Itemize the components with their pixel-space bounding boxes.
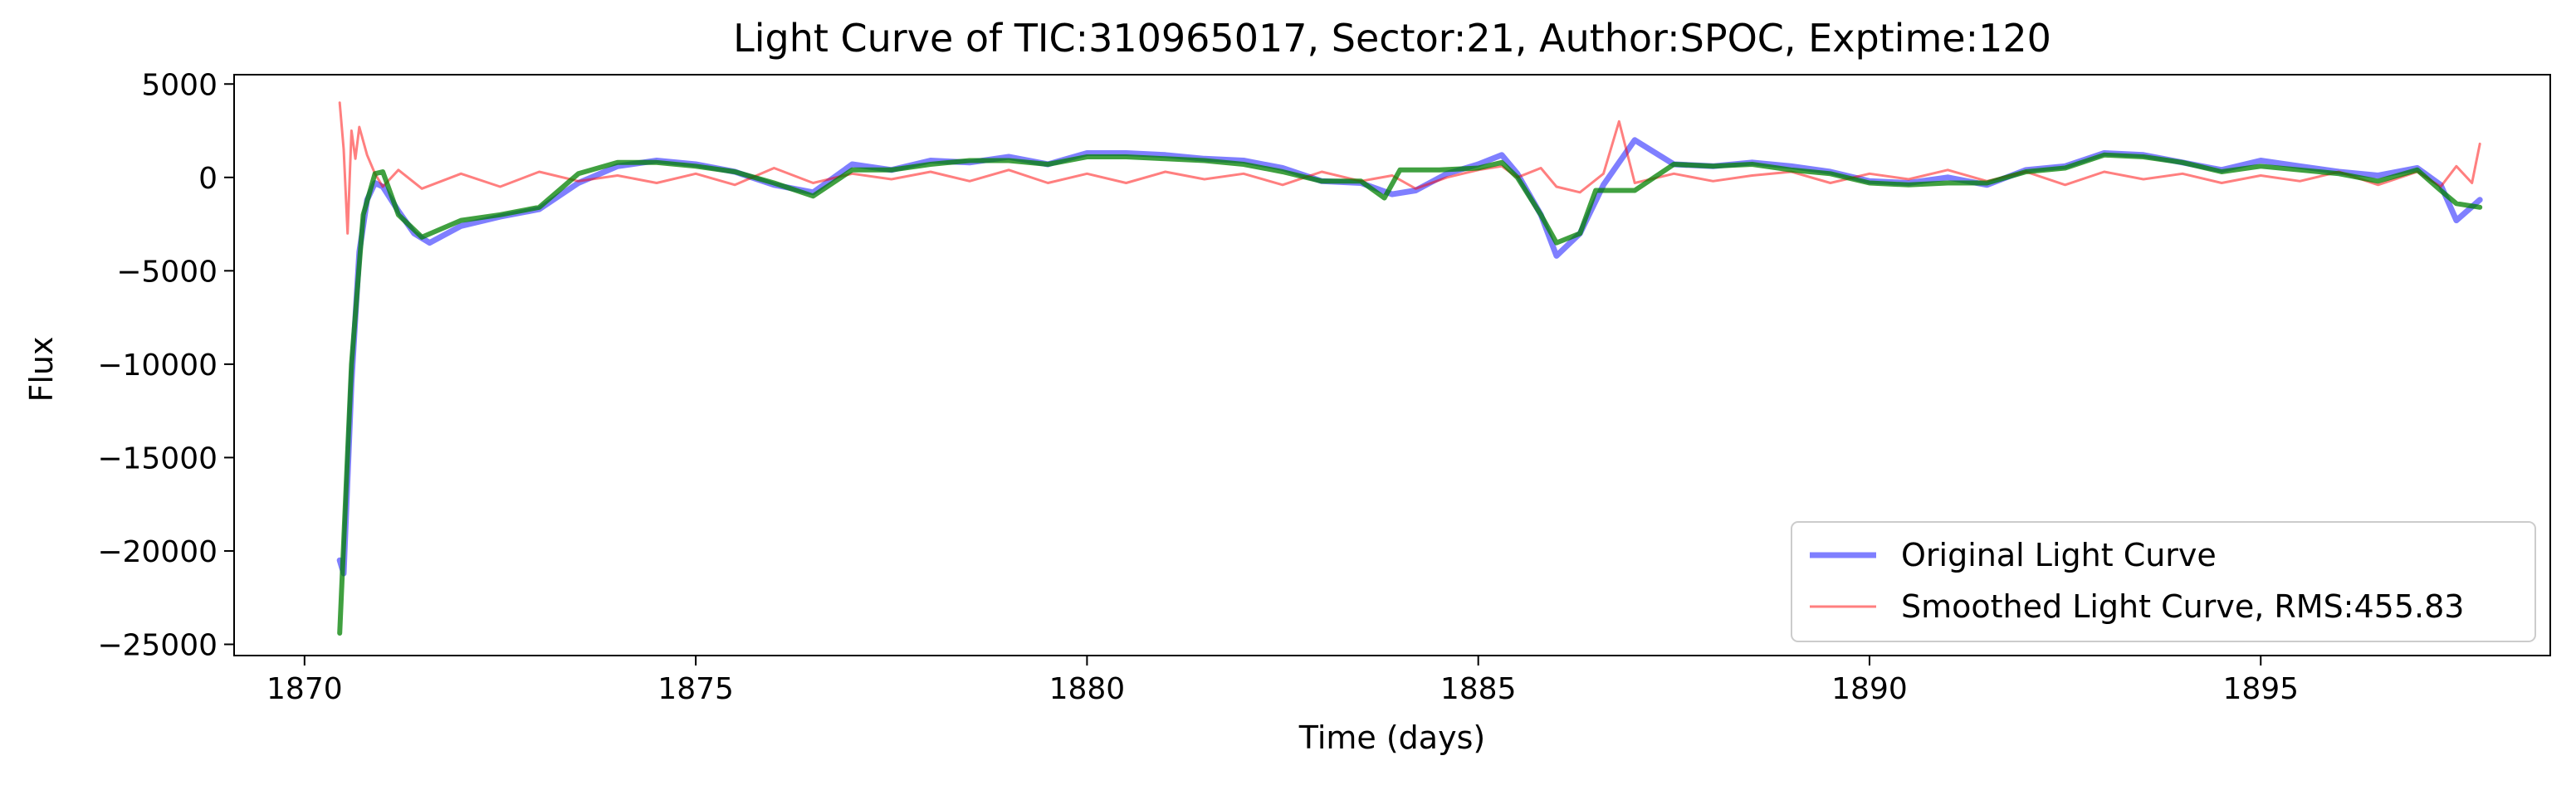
y-axis-label: Flux	[23, 337, 60, 402]
legend-box	[1791, 521, 2536, 642]
y-tick-label: −20000	[97, 535, 218, 569]
y-tick-label: 5000	[141, 68, 218, 102]
y-tick-label: −15000	[97, 441, 218, 475]
legend: Original Light Curve Smoothed Light Curve…	[1791, 521, 2536, 642]
series-line-trend	[337, 152, 2483, 636]
y-tick-label: −5000	[116, 255, 218, 289]
y-tick-label: −10000	[97, 349, 218, 383]
x-tick-label: 1885	[1440, 672, 1517, 706]
series-group	[336, 101, 2483, 636]
axes-frame	[233, 74, 2551, 656]
x-tick-label: 1890	[1831, 672, 1908, 706]
y-tick-label: 0	[198, 162, 218, 196]
x-axis-label: Time (days)	[1298, 719, 1485, 756]
x-tick-label: 1880	[1049, 672, 1126, 706]
y-tick-label: −25000	[97, 628, 218, 662]
legend-label: Smoothed Light Curve, RMS:455.83	[1901, 588, 2464, 625]
legend-label: Original Light Curve	[1901, 537, 2217, 573]
plot-area: 1870 1875 1880 1885 1890 1895 5000 0 −5000 −10000…	[97, 68, 2551, 706]
x-tick-label: 1870	[266, 672, 343, 706]
x-tick-label: 1875	[657, 672, 734, 706]
chart-title: Light Curve of TIC:310965017, Sector:21,…	[733, 16, 2051, 61]
series-line-smoothed-light-curve-rms-455-83	[338, 101, 2481, 235]
x-tick-label: 1895	[2222, 672, 2299, 706]
